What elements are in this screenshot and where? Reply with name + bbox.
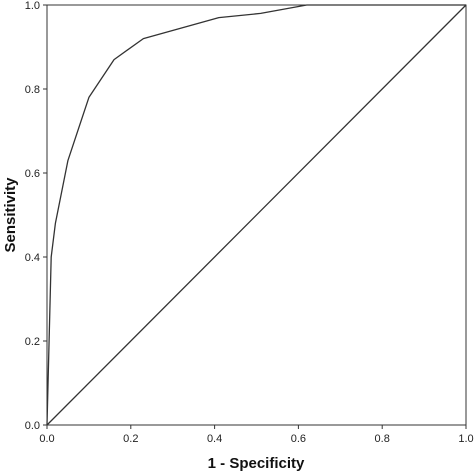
reference-diagonal-line <box>46 4 467 426</box>
roc-curve-line <box>46 4 466 426</box>
x-tick-label: 0.0 <box>39 433 54 445</box>
x-tick-label: 1.0 <box>458 433 473 445</box>
y-tick-label: 1.0 <box>25 0 40 12</box>
y-tick-label: 0.6 <box>25 168 40 180</box>
y-axis-title: Sensitivity <box>2 177 19 253</box>
x-tick-label: 0.6 <box>291 433 306 445</box>
y-tick-label: 0.8 <box>25 84 40 96</box>
y-tick-label: 0.2 <box>25 336 40 348</box>
x-tick-label: 0.8 <box>375 433 390 445</box>
x-tick-label: 0.4 <box>207 433 222 445</box>
plot-frame <box>46 4 467 426</box>
x-axis-title: 1 - Specificity <box>208 455 305 472</box>
y-tick-label: 0.0 <box>25 420 40 432</box>
x-tick-label: 0.2 <box>123 433 138 445</box>
y-tick-label: 0.4 <box>25 252 40 264</box>
